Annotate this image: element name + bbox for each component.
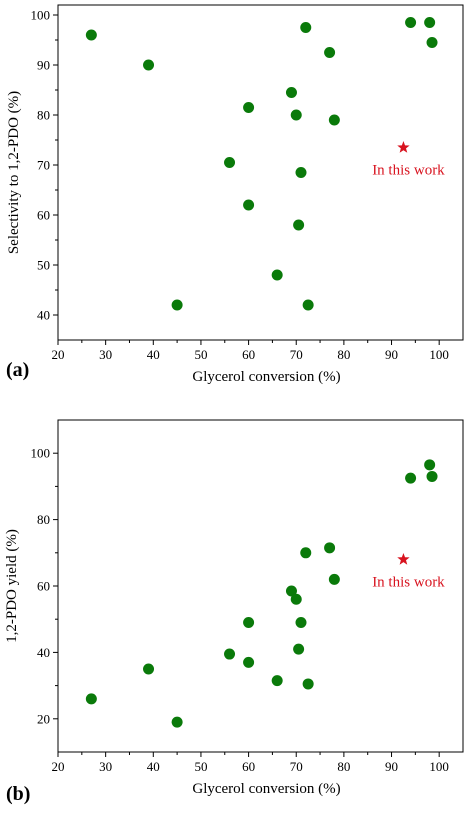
panel-b-y-axis-title: 1,2-PDO yield (%) [4,529,20,643]
panel-b-data-point [426,470,438,482]
panel-b-label: (b) [6,783,30,805]
panel-a-y-tick-label: 70 [37,158,50,173]
panel-b-data-point [271,675,283,687]
panel-b-data-point [302,678,314,690]
panel-a-data-point [302,299,314,311]
panel-a-data-point [424,17,436,28]
panel-a-plot-frame [57,4,464,341]
panel-a-data-point [143,59,155,71]
panel-b-data-point [405,472,417,484]
panel-b-x-tick-label: 40 [147,759,160,774]
panel-b-y-tick-label: 100 [31,446,51,461]
panel-b-y-tick-label: 20 [37,711,50,726]
panel-b-y-tick-label: 40 [37,645,50,660]
panel-b-x-tick-label: 90 [385,759,398,774]
panel-b-data-point [224,648,236,660]
panel-a-y-axis-title: Selectivity to 1,2-PDO (%) [6,91,22,254]
panel-a-x-axis-title: Glycerol conversion (%) [192,369,340,385]
panel-b-highlight-label: In this work [372,574,445,590]
panel-a-highlight-star [397,141,410,153]
panel-a-x-tick-label: 20 [52,347,65,362]
panel-b-x-tick-label: 100 [429,759,449,774]
panel-a-y-tick-label: 60 [37,208,50,223]
panel-b-data-point [85,693,97,705]
panel-a-y-tick-label: 50 [37,258,50,273]
panel-b-x-tick-label: 70 [290,759,303,774]
panel-a-data-point [293,219,305,231]
panel-b-data-point [243,656,255,668]
panel-a-y-tick-label: 100 [31,8,51,23]
panel-b-data-point [424,459,436,471]
panel-a-data-point [171,299,183,311]
panel-b-y-tick-label: 60 [37,579,50,594]
panel-b-data-point [300,547,312,559]
panel-a-data-point [328,114,340,126]
panel-b-data-point [295,617,307,629]
panel-b-data-point [171,716,183,728]
panel-a-data-point [224,157,236,168]
panel-b-data-point [290,593,302,605]
panel-a-y-tick-label: 80 [37,108,50,123]
panel-a-data-point [243,199,255,211]
panel-a-data-point [85,29,97,41]
panel-a-x-tick-label: 40 [147,347,160,362]
panel-a-y-tick-label: 40 [37,308,50,323]
panel-a-x-tick-label: 70 [290,347,303,362]
panel-b-data-point [328,573,340,585]
panel-b-x-tick-label: 20 [52,759,65,774]
panel-b-x-tick-label: 60 [242,759,255,774]
panel-a-x-tick-label: 50 [194,347,207,362]
panel-a-y-tick-label: 90 [37,58,50,73]
panel-b-data-point [324,542,336,554]
panel-b-y-tick-label: 80 [37,512,50,527]
panel-b-data-point [293,643,305,655]
panel-a-x-tick-label: 30 [99,347,112,362]
panel-a-highlight-label: In this work [372,163,445,179]
panel-a-data-point [243,102,255,113]
panel-a-data-point [271,269,283,281]
panel-a-data-point [426,37,438,48]
panel-a-x-tick-label: 60 [242,347,255,362]
panel-a-data-point [405,17,417,28]
panel-b-data-point [243,617,255,629]
panel-a-label: (a) [6,359,29,381]
panel-b-x-tick-label: 80 [337,759,350,774]
panel-a-data-point [285,87,297,98]
panel-a-data-point [295,167,307,178]
panel-a-data-point [290,109,302,121]
panel-b-data-point [143,663,155,675]
panel-a-x-tick-label: 100 [429,347,449,362]
panel-b-x-axis-title: Glycerol conversion (%) [192,781,340,797]
panel-b-highlight-star [397,552,410,565]
panel-b-x-tick-label: 30 [99,759,112,774]
panel-a-x-tick-label: 90 [385,347,398,362]
panel-b-x-tick-label: 50 [194,759,207,774]
panel-b-data-point [285,585,297,597]
panel-a-data-point [324,47,336,58]
panel-a-x-tick-label: 80 [337,347,350,362]
panel-a-data-point [300,22,312,33]
